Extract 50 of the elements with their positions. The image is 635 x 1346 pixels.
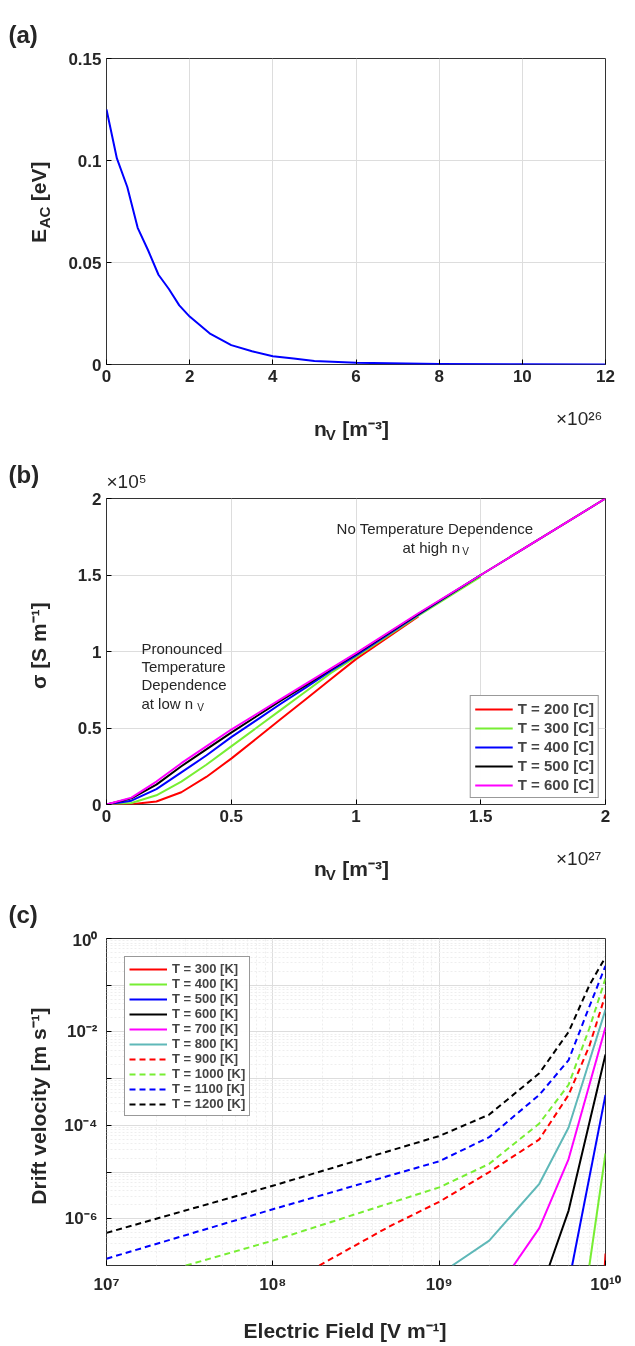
legend-label: T = 1200 [K] [172, 1096, 246, 1111]
y-tick-label: 0.1 [77, 151, 102, 171]
legend-label: T = 600 [C] [517, 776, 594, 793]
legend-label: T = 300 [C] [517, 719, 594, 736]
legend-label: T = 400 [C] [517, 738, 594, 755]
x-tick-label: 8 [434, 366, 444, 386]
legend-label: T = 400 [K] [172, 976, 239, 991]
y-tick-label: 10⁻⁴ [64, 1115, 98, 1135]
y-axis-title: Drift velocity [m s⁻¹] [27, 1007, 50, 1205]
legend-label: T = 200 [C] [517, 700, 594, 717]
text: ×10²⁶ [556, 408, 603, 429]
chart-title: (b) [8, 461, 40, 488]
y-tick-label: 10⁰ [72, 930, 98, 950]
x-tick-label: 2 [600, 806, 611, 826]
text: ×10²⁷ [556, 848, 602, 869]
x-tick-label: 6 [351, 366, 361, 386]
y-tick-label: 1 [92, 642, 102, 662]
legend-label: T = 900 [K] [172, 1051, 239, 1066]
legend-label: T = 300 [K] [172, 961, 239, 976]
y-axis-title: σ [S m⁻¹] [27, 602, 50, 690]
x-tick-label: 0.5 [219, 806, 244, 826]
x-tick-label: 1 [351, 806, 361, 826]
x-tick-label: 10¹⁰ [590, 1274, 621, 1294]
chart-title: (c) [8, 901, 38, 928]
legend-label: T = 1000 [K] [172, 1066, 246, 1081]
x-tick-label: 10 [512, 366, 532, 386]
legend-label: T = 500 [C] [517, 757, 594, 774]
y-tick-label: 0.5 [77, 719, 102, 738]
legend-label: T = 800 [K] [172, 1036, 239, 1051]
legend-label: T = 500 [K] [172, 991, 239, 1006]
y-tick-label: 0.15 [68, 49, 102, 69]
x-tick-label: 4 [268, 366, 279, 386]
y-tick-label: 10⁻⁶ [64, 1209, 98, 1229]
y-tick-label: 10⁻² [66, 1022, 98, 1042]
x-tick-label: 10⁸ [259, 1274, 287, 1294]
y-tick-label: 0.05 [68, 253, 102, 273]
text: ×10⁵ [106, 471, 147, 492]
y-axis-title: EAC [eV] [27, 161, 54, 243]
y-tick-label: 2 [92, 489, 102, 509]
x-tick-label: 12 [596, 366, 615, 386]
x-tick-label: 10⁷ [93, 1274, 120, 1294]
x-axis-title: Electric Field [V m⁻¹] [243, 1319, 447, 1342]
legend-label: T = 600 [K] [172, 1006, 239, 1021]
legend-label: T = 1100 [K] [172, 1081, 245, 1096]
x-tick-label: 2 [184, 366, 195, 386]
chart-title: (a) [8, 21, 38, 48]
x-tick-label: 1.5 [468, 806, 493, 826]
x-tick-label: 10⁹ [425, 1274, 453, 1294]
legend-label: T = 700 [K] [172, 1021, 239, 1036]
y-tick-label: 1.5 [77, 566, 102, 585]
